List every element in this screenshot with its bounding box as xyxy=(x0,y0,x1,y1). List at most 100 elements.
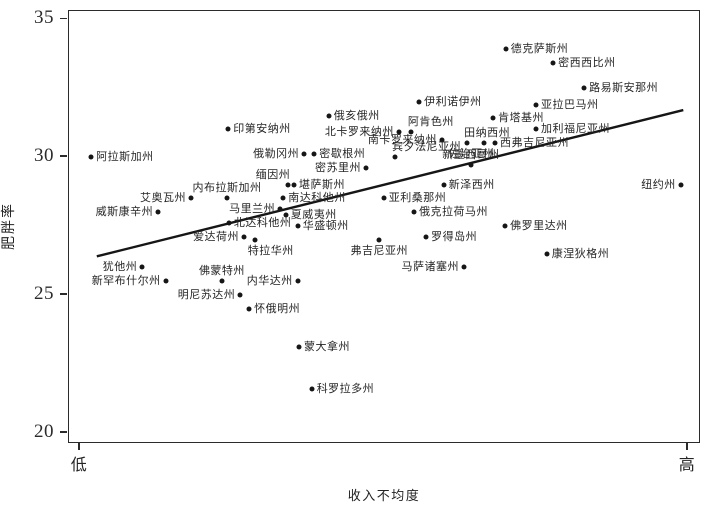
point-label: 蒙大拿州 xyxy=(304,341,351,354)
point-label: 夏威夷州 xyxy=(290,208,337,221)
x-axis-title: 收入不均度 xyxy=(347,488,421,503)
data-point xyxy=(326,113,332,119)
data-point xyxy=(155,209,161,215)
data-point xyxy=(461,264,467,270)
point-label: 新泽西州 xyxy=(448,178,495,191)
point-label: 亚利桑那州 xyxy=(388,192,447,205)
point-label: 肯塔基州 xyxy=(498,112,545,125)
data-point xyxy=(224,195,230,201)
data-point xyxy=(291,182,297,188)
data-point xyxy=(502,223,508,229)
point-label: 新墨西哥州 xyxy=(442,149,500,162)
data-point xyxy=(376,237,382,243)
point-label: 科罗拉多州 xyxy=(316,382,375,395)
data-point xyxy=(252,237,258,243)
point-label: 堪萨斯州 xyxy=(298,178,345,191)
data-point xyxy=(544,251,550,257)
data-point xyxy=(295,223,301,229)
data-point xyxy=(396,129,402,135)
data-point xyxy=(283,212,289,218)
point-label: 新罕布什尔州 xyxy=(91,275,161,288)
y-tick-label: 30 xyxy=(34,144,54,166)
point-label: 犹他州 xyxy=(102,261,138,274)
plot-area: 德克萨斯州 密西西比州 路易斯安那州 亚拉巴马州 伊利诺伊州 肯塔基州 俄亥俄州 阿肯色州 印第… xyxy=(68,10,700,443)
point-label: 俄克拉荷马州 xyxy=(419,206,489,219)
data-point xyxy=(381,195,387,201)
data-point xyxy=(408,129,414,135)
data-point xyxy=(416,99,422,105)
point-label: 伊利诺伊州 xyxy=(424,95,482,108)
plot-inner: 德克萨斯州 密西西比州 路易斯安那州 亚拉巴马州 伊利诺伊州 肯塔基州 俄亥俄州 阿肯色州 印第… xyxy=(69,11,701,444)
x-tick-label: 高 xyxy=(678,457,695,474)
point-label: 亚拉巴马州 xyxy=(541,98,599,111)
data-point xyxy=(226,220,232,226)
point-label: 明尼苏达州 xyxy=(177,288,236,301)
point-label: 加利福尼亚州 xyxy=(541,123,611,136)
data-point xyxy=(280,195,286,201)
data-point xyxy=(464,140,470,146)
data-point xyxy=(241,234,247,240)
data-point xyxy=(163,278,169,284)
point-label: 爱达荷州 xyxy=(193,231,240,244)
y-tick-label: 25 xyxy=(34,282,54,304)
point-label: 康涅狄格州 xyxy=(551,247,610,260)
data-point xyxy=(237,292,243,298)
data-point xyxy=(492,140,498,146)
data-point xyxy=(88,154,94,160)
point-label: 华盛顿州 xyxy=(302,219,349,232)
y-axis-title: 肥胖率 xyxy=(2,202,17,250)
data-point xyxy=(277,206,283,212)
data-point xyxy=(439,137,445,143)
point-label: 内华达州 xyxy=(246,275,293,288)
point-label: 特拉华州 xyxy=(247,244,294,257)
data-point xyxy=(550,60,556,66)
data-point xyxy=(296,344,302,350)
point-label: 阿拉斯加州 xyxy=(96,150,154,163)
point-label: 德克萨斯州 xyxy=(510,43,569,56)
data-point xyxy=(678,182,684,188)
data-point xyxy=(363,165,369,171)
point-label: 威斯康辛州 xyxy=(95,206,154,219)
data-point xyxy=(285,182,291,188)
point-label: 俄勒冈州 xyxy=(253,148,300,161)
data-point xyxy=(533,126,539,132)
point-label: 马萨诸塞州 xyxy=(401,261,459,274)
data-point xyxy=(441,182,447,188)
point-label: 密歇根州 xyxy=(319,148,366,161)
data-point xyxy=(581,85,587,91)
point-label: 弗吉尼亚州 xyxy=(350,244,409,257)
point-label: 佛蒙特州 xyxy=(198,265,245,278)
x-tick-label: 低 xyxy=(70,457,87,474)
point-label: 阿肯色州 xyxy=(407,116,454,129)
data-point xyxy=(246,306,252,312)
data-point xyxy=(411,209,417,215)
y-tick-mark xyxy=(60,155,67,157)
point-label: 佛罗里达州 xyxy=(510,219,568,232)
point-label: 马里兰州 xyxy=(229,203,276,216)
x-tick-mark xyxy=(78,443,80,450)
data-point xyxy=(311,151,317,157)
data-point xyxy=(423,234,429,240)
point-label: 内布拉斯加州 xyxy=(192,182,262,195)
point-label: 怀俄明州 xyxy=(254,302,301,315)
point-label: 北达科他州 xyxy=(233,217,292,230)
y-tick-label: 35 xyxy=(34,7,54,28)
point-label: 北卡罗来纳州 xyxy=(324,126,394,139)
point-label: 密西西比州 xyxy=(558,57,616,70)
data-point xyxy=(219,278,225,284)
data-point xyxy=(533,102,539,108)
point-label: 罗得岛州 xyxy=(431,231,478,244)
data-point xyxy=(188,195,194,201)
point-label: 路易斯安那州 xyxy=(589,81,659,94)
point-label: 田纳西州 xyxy=(464,127,511,140)
data-point xyxy=(392,154,398,160)
y-tick-mark xyxy=(60,293,67,295)
data-point xyxy=(309,386,315,392)
point-label: 南达科他州 xyxy=(288,192,346,205)
point-label: 西弗吉尼亚州 xyxy=(499,137,569,150)
x-tick-mark xyxy=(686,443,688,450)
y-tick-label: 20 xyxy=(34,420,54,442)
point-label: 缅因州 xyxy=(255,168,291,181)
point-label: 俄亥俄州 xyxy=(333,109,380,122)
